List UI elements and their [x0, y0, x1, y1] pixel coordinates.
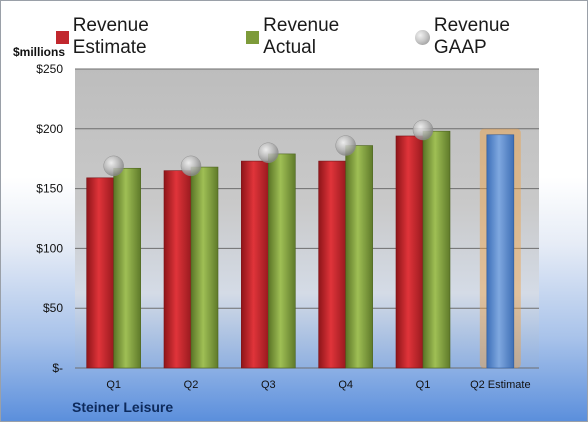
y-tick-label: $150	[36, 182, 63, 196]
gaap-marker	[180, 155, 202, 177]
gaap-marker	[258, 142, 279, 163]
bar-estimate	[395, 135, 424, 369]
bar-actual	[113, 167, 141, 369]
gridlines	[75, 68, 539, 369]
legend-swatch-gaap	[415, 29, 430, 45]
bars	[86, 130, 515, 369]
x-tick-label: Q1	[416, 379, 431, 391]
gaap-marker	[335, 135, 356, 156]
bar-estimate	[86, 177, 114, 369]
bar-estimate	[163, 170, 192, 369]
legend-swatch-actual	[246, 30, 260, 44]
bar-estimate-future	[486, 134, 515, 369]
y-axis-unit-label: $millions	[13, 45, 66, 59]
bar-actual	[190, 166, 219, 369]
gaap-marker	[103, 155, 124, 177]
y-tick-label: $50	[43, 301, 63, 315]
legend: Revenue Estimate Revenue Actual Revenue …	[56, 15, 587, 59]
x-tick-label: Q3	[261, 379, 276, 391]
bar-estimate	[318, 160, 346, 369]
x-tick-label: Q4	[338, 379, 353, 391]
bar-estimate	[241, 160, 269, 369]
x-tick-label: Q1	[106, 379, 121, 391]
y-tick-label: $100	[36, 241, 63, 255]
bar-actual	[345, 145, 373, 369]
legend-label-actual: Revenue Actual	[263, 15, 340, 58]
legend-item-gaap: Revenue GAAP	[415, 15, 565, 59]
y-tick-label: $200	[36, 122, 63, 136]
x-axis-ticks: Q1 Q2 Q3 Q4 Q1 Q2 Estimate	[106, 379, 530, 391]
gaap-markers	[103, 119, 434, 177]
company-name: Steiner Leisure	[72, 399, 174, 415]
legend-item-actual: Revenue Actual	[246, 15, 393, 59]
y-tick-label: $250	[36, 62, 63, 76]
y-axis-ticks: $- $50 $100 $150 $200 $250	[36, 62, 63, 375]
bar-actual	[422, 130, 451, 369]
legend-swatch-estimate	[56, 30, 69, 44]
y-tick-label: $-	[52, 361, 63, 375]
x-tick-label: Q2	[184, 379, 199, 391]
gaap-marker	[412, 119, 434, 141]
x-tick-label: Q2 Estimate	[470, 379, 531, 391]
legend-label-gaap: Revenue GAAP	[433, 15, 510, 58]
legend-label-estimate: Revenue Estimate	[72, 15, 149, 58]
legend-item-estimate: Revenue Estimate	[56, 15, 224, 59]
plot-area	[75, 69, 539, 368]
bar-actual	[268, 153, 296, 369]
